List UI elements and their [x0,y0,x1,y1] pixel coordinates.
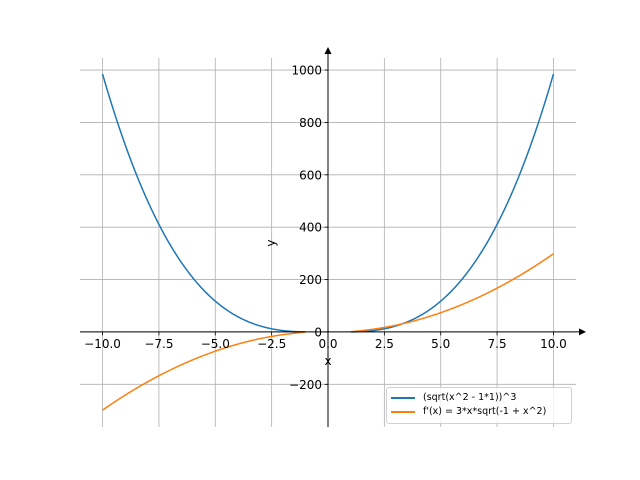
x-tick-label: 10.0 [540,337,567,351]
y-axis-label: y [264,239,278,246]
y-tick-label: 400 [299,221,322,235]
legend-label: (sqrt(x^2 - 1*1))^3 [423,392,517,403]
legend-label: f'(x) = 3*x*sqrt(-1 + x^2) [423,406,547,417]
x-tick-label: −2.5 [257,337,286,351]
axes [80,47,586,427]
x-tick-label: −5.0 [201,337,230,351]
series-line [350,253,554,333]
x-axis-arrow-icon [579,328,586,336]
legend-swatch [391,410,415,413]
x-tick-label: 5.0 [431,337,450,351]
x-axis-label: x [324,354,331,368]
y-tick-label: 0 [314,325,322,339]
y-tick-label: −200 [289,378,322,392]
y-axis-arrow-icon [324,47,332,54]
series-line [350,73,555,333]
x-tick-label: 0.0 [318,337,337,351]
x-tick-label: −7.5 [144,337,173,351]
series-line [102,331,306,411]
series-line [101,73,306,333]
series-lines [101,73,555,411]
y-tick-label: 600 [299,168,322,182]
legend-entry: (sqrt(x^2 - 1*1))^3 [391,392,516,403]
tick-labels: −10.0 −7.5 −5.0 −2.5 0.0 2.5 5.0 7.5 10.0 −200 0 20… [84,64,567,392]
legend: (sqrt(x^2 - 1*1))^3 f'(x) = 3*x*sqrt(-1 … [386,387,572,424]
y-tick-label: 800 [299,116,322,130]
y-tick-label: 200 [299,273,322,287]
x-tick-label: 7.5 [488,337,507,351]
y-tick-label: 1000 [291,64,322,78]
x-tick-label: 2.5 [375,337,394,351]
legend-entry: f'(x) = 3*x*sqrt(-1 + x^2) [391,406,546,417]
legend-swatch [391,396,415,399]
x-tick-label: −10.0 [84,337,121,351]
